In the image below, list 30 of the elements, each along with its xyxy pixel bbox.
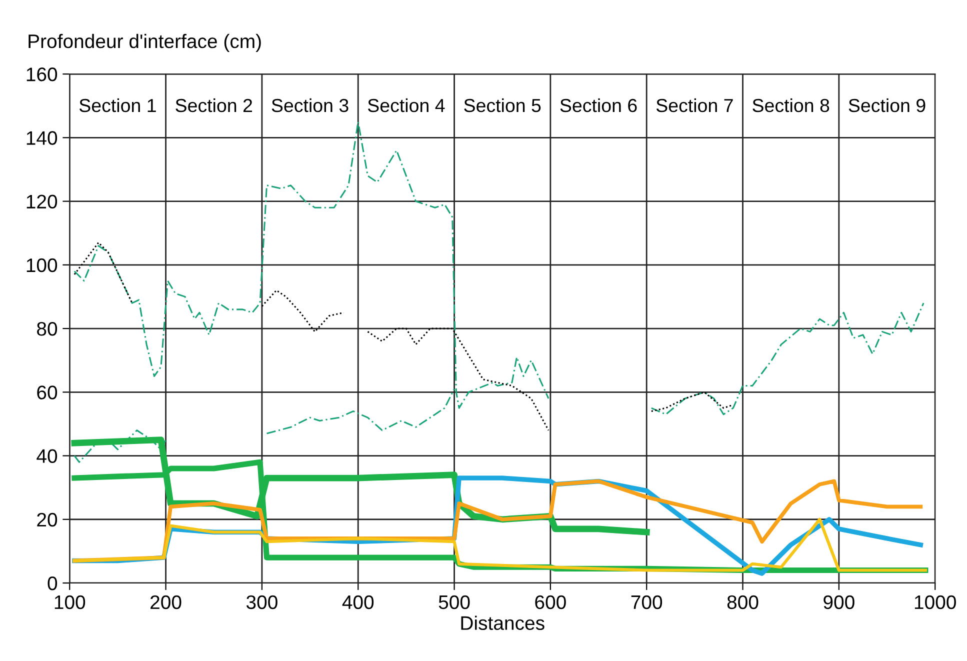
- x-tick-label: 300: [246, 595, 278, 610]
- annotation: Section 2: [176, 98, 252, 112]
- annotation: Section 5: [464, 98, 541, 112]
- x-tick-label: 200: [150, 595, 182, 610]
- y-axis-title: Profondeur d'interface (cm): [28, 34, 261, 52]
- y-tick-label: 20: [37, 512, 58, 527]
- y-tick-label: 120: [26, 194, 58, 209]
- x-tick-label: 100: [54, 595, 86, 610]
- x-tick-label: 900: [824, 595, 854, 610]
- x-tick-label: 400: [342, 595, 374, 610]
- x-axis-title: Distances: [461, 616, 544, 630]
- y-tick-label: 140: [26, 131, 58, 145]
- y-tick-label: 60: [37, 386, 58, 400]
- x-tick-label: 800: [727, 595, 758, 610]
- x-tick-label: 700: [631, 595, 662, 610]
- annotation: Section 9: [848, 98, 926, 112]
- y-tick-label: 80: [37, 322, 58, 336]
- annotation: Section 4: [368, 98, 445, 112]
- annotation: Section 3: [272, 98, 348, 112]
- annotation: Section 6: [560, 98, 637, 112]
- x-tick-label: 1000: [914, 595, 956, 610]
- y-tick-label: 40: [36, 449, 58, 463]
- annotation: Section 1: [79, 98, 156, 112]
- annotation: Section 7: [656, 98, 733, 112]
- x-tick-label: 600: [535, 595, 566, 610]
- y-tick-label: 100: [26, 258, 58, 272]
- x-tick-label: 500: [438, 595, 470, 610]
- annotation: Section 8: [752, 98, 830, 112]
- y-tick-label: 160: [26, 68, 58, 82]
- y-tick-label: 0: [48, 576, 58, 590]
